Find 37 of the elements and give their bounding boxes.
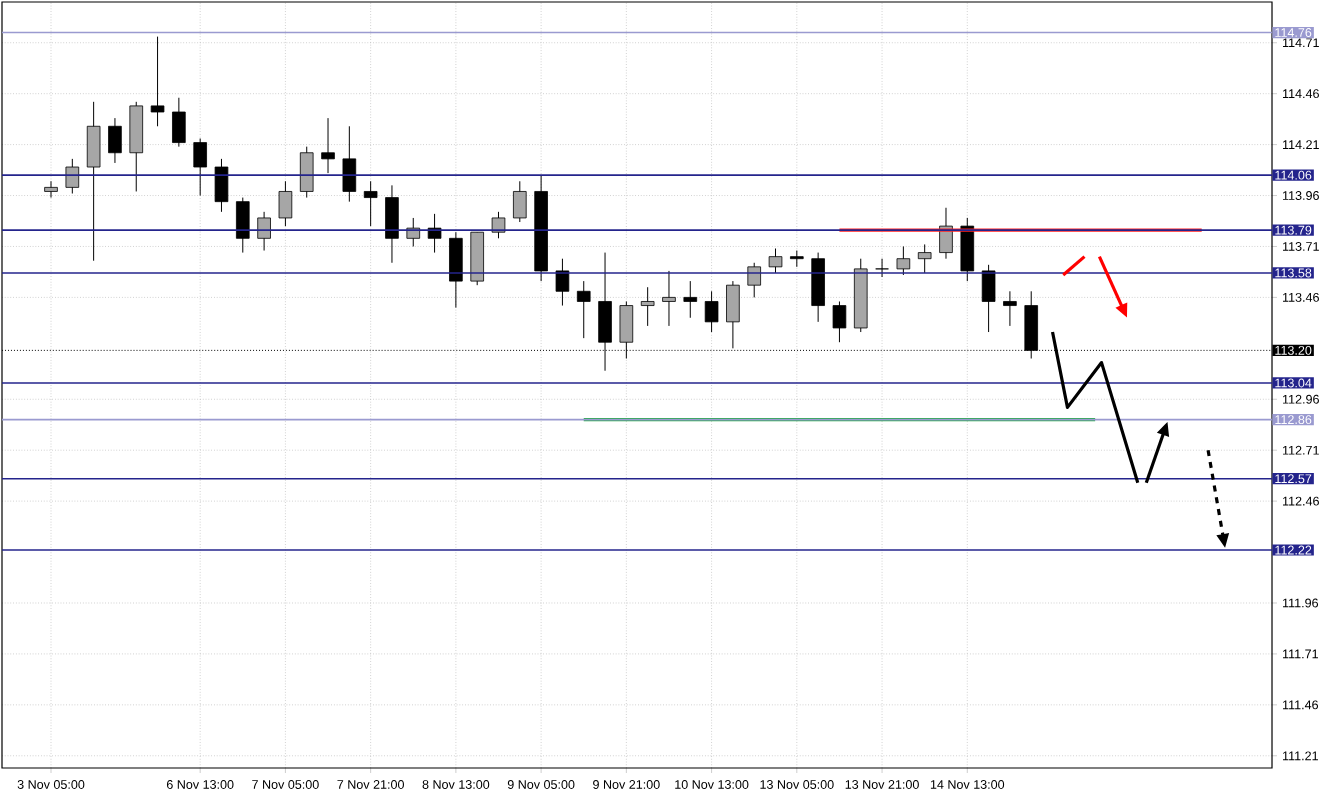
candlestick xyxy=(704,290,719,333)
candlestick xyxy=(193,137,207,197)
candlestick xyxy=(917,243,932,274)
candlestick xyxy=(640,286,655,327)
candlestick xyxy=(939,207,953,260)
candlestick xyxy=(513,180,527,223)
candlestick xyxy=(385,184,399,264)
candlestick xyxy=(981,264,996,333)
candlestick xyxy=(236,197,250,254)
candlestick xyxy=(86,101,101,262)
candlestick xyxy=(662,270,676,327)
candlestick xyxy=(726,280,740,349)
candlestick xyxy=(342,125,357,203)
candlestick xyxy=(832,300,847,343)
candlestick xyxy=(875,258,889,278)
candlestick xyxy=(960,217,975,282)
candlestick xyxy=(44,180,58,199)
candlestick xyxy=(65,158,80,194)
candlestick xyxy=(129,101,144,192)
candlestick xyxy=(1003,290,1017,327)
candlestick xyxy=(768,248,783,274)
candlestick xyxy=(299,146,314,199)
candlestick xyxy=(108,117,122,164)
candlestick xyxy=(150,36,165,127)
candlestick xyxy=(555,258,570,307)
candlestick xyxy=(257,211,271,252)
candlestick xyxy=(172,97,186,148)
candlestick xyxy=(449,231,463,309)
candlestick xyxy=(278,180,293,227)
candlestick xyxy=(747,262,761,298)
candlestick xyxy=(896,245,911,276)
candlestick xyxy=(214,158,229,213)
candlestick xyxy=(683,280,698,319)
candlestick xyxy=(576,280,591,339)
candlestick xyxy=(321,117,335,174)
candlestick xyxy=(811,252,825,323)
candlestick xyxy=(363,180,378,227)
